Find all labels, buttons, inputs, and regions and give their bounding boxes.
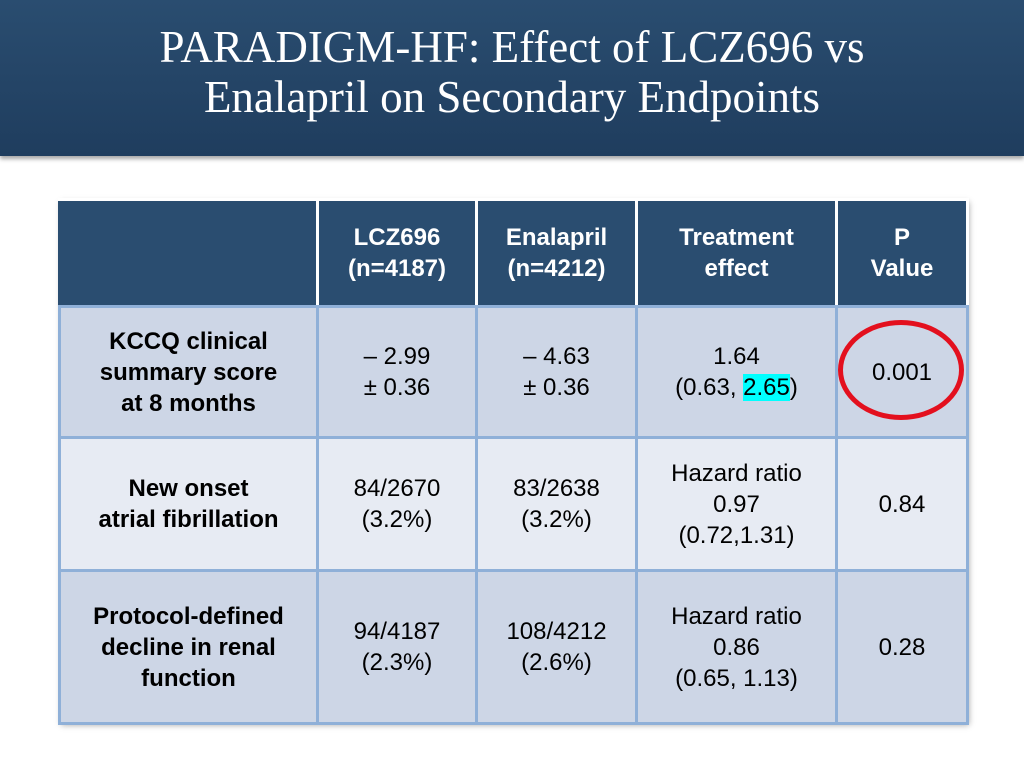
- title-bar: PARADIGM-HF: Effect of LCZ696 vs Enalapr…: [0, 0, 1024, 156]
- cell-value: ± 0.36: [523, 374, 590, 401]
- cell-value: (3.2%): [361, 506, 433, 533]
- cell-value: (2.6%): [521, 649, 592, 676]
- cell-renal-lcz696: 94/4187 (2.3%): [316, 569, 478, 725]
- cell-af-enalapril: 83/2638 (3.2%): [475, 436, 638, 572]
- cell-value: Hazard ratio: [671, 459, 802, 487]
- cell-value: – 4.63: [523, 343, 590, 370]
- cell-value: (0.72,1.31): [678, 521, 795, 549]
- row-label-line: KCCQ clinical: [109, 327, 268, 355]
- row-label-line: at 8 months: [121, 389, 256, 417]
- header-enalapril: Enalapril (n=4212): [475, 198, 638, 308]
- cell-value: 0.97: [713, 490, 760, 518]
- cell-confidence-interval: (0.63, 2.65): [644, 372, 829, 403]
- cell-af-lcz696: 84/2670 (3.2%): [316, 436, 478, 572]
- p-value: 0.001: [871, 358, 933, 386]
- row-label-line: function: [141, 664, 236, 692]
- slide-title-line-1: PARADIGM-HF: Effect of LCZ696 vs: [159, 22, 865, 72]
- table-row-atrial-fibrillation: New onset atrial fibrillation 84/2670 (3…: [58, 436, 969, 572]
- row-label-line: New onset: [128, 475, 249, 502]
- header-enalapril-n: (n=4212): [507, 255, 606, 282]
- row-label-line: atrial fibrillation: [98, 506, 279, 533]
- row-label-atrial-fibrillation: New onset atrial fibrillation: [58, 436, 319, 572]
- cell-renal-effect: Hazard ratio 0.86 (0.65, 1.13): [635, 569, 838, 725]
- row-label-renal-function: Protocol-defined decline in renal functi…: [58, 569, 319, 725]
- cell-value: 84/2670: [353, 475, 441, 502]
- cell-value: 1.64: [713, 343, 760, 370]
- header-lcz696: LCZ696 (n=4187): [316, 198, 478, 308]
- header-corner-cell: [58, 198, 319, 308]
- header-lcz696-name: LCZ696: [353, 224, 441, 251]
- cell-value: Hazard ratio: [671, 602, 802, 630]
- cell-af-p-value: 0.84: [835, 436, 969, 572]
- header-treatment-effect: Treatment effect: [635, 198, 838, 308]
- highlighted-ci-upper: 2.65: [743, 374, 790, 401]
- cell-value: (3.2%): [521, 506, 592, 533]
- table-row-kccq: KCCQ clinical summary score at 8 months …: [58, 305, 969, 439]
- table-row-renal-function: Protocol-defined decline in renal functi…: [58, 569, 969, 725]
- row-label-line: summary score: [99, 358, 278, 386]
- row-label-line: Protocol-defined: [93, 602, 284, 630]
- cell-value: (2.3%): [361, 649, 433, 676]
- header-p-value: P Value: [835, 198, 969, 308]
- cell-renal-p-value: 0.28: [835, 569, 969, 725]
- cell-kccq-effect: 1.64 (0.63, 2.65): [635, 305, 838, 439]
- cell-value: (0.65, 1.13): [675, 664, 798, 692]
- ci-prefix: (0.63,: [675, 374, 744, 401]
- slide-title: PARADIGM-HF: Effect of LCZ696 vs Enalapr…: [160, 22, 865, 122]
- header-p-value-line-1: P: [893, 224, 910, 251]
- header-enalapril-name: Enalapril: [505, 224, 608, 251]
- cell-value: 83/2638: [513, 475, 600, 502]
- cell-value: ± 0.36: [363, 374, 431, 401]
- p-value: 0.28: [878, 633, 926, 661]
- cell-renal-enalapril: 108/4212 (2.6%): [475, 569, 638, 725]
- row-label-line: decline in renal: [101, 633, 276, 661]
- row-label-kccq: KCCQ clinical summary score at 8 months: [58, 305, 319, 439]
- cell-value: 108/4212: [506, 618, 607, 645]
- header-lcz696-n: (n=4187): [347, 255, 447, 282]
- cell-kccq-enalapril: – 4.63 ± 0.36: [475, 305, 638, 439]
- cell-value: – 2.99: [363, 343, 431, 370]
- header-treatment-effect-line-2: effect: [704, 255, 769, 282]
- table-header-row: LCZ696 (n=4187) Enalapril (n=4212) Treat…: [58, 198, 969, 308]
- results-table-wrapper: LCZ696 (n=4187) Enalapril (n=4212) Treat…: [58, 198, 969, 725]
- cell-value: 94/4187: [353, 618, 441, 645]
- p-value: 0.84: [878, 490, 926, 518]
- header-p-value-line-2: Value: [870, 255, 934, 282]
- cell-kccq-lcz696: – 2.99 ± 0.36: [316, 305, 478, 439]
- slide-title-line-2: Enalapril on Secondary Endpoints: [203, 72, 821, 122]
- cell-kccq-p-value: 0.001: [835, 305, 969, 439]
- cell-af-effect: Hazard ratio 0.97 (0.72,1.31): [635, 436, 838, 572]
- results-table: LCZ696 (n=4187) Enalapril (n=4212) Treat…: [58, 198, 969, 725]
- cell-value: 0.86: [713, 633, 760, 661]
- header-treatment-effect-line-1: Treatment: [679, 224, 794, 251]
- ci-suffix: ): [789, 374, 798, 401]
